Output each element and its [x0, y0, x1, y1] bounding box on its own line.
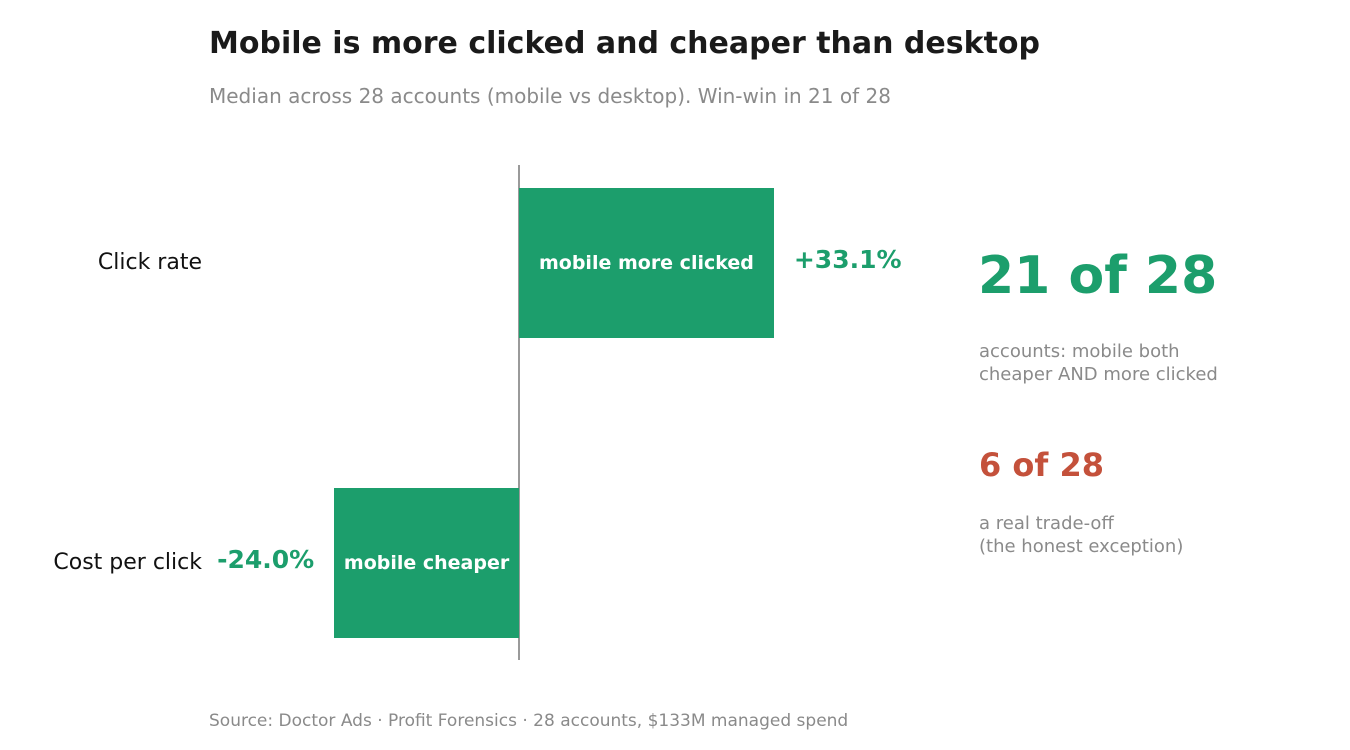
tradeoff-description: a real trade-off (the honest exception)	[979, 512, 1183, 558]
zero-axis-line	[518, 165, 520, 660]
tradeoff-description-line1: a real trade-off	[979, 513, 1114, 534]
chart-title: Mobile is more clicked and cheaper than …	[209, 26, 1040, 61]
bar-inner-label: mobile cheaper	[343, 552, 510, 574]
bar: mobile more clicked	[519, 188, 774, 338]
tradeoff-description-line2: (the honest exception)	[979, 536, 1184, 557]
category-label: Cost per click	[53, 550, 202, 575]
category-label: Click rate	[97, 250, 202, 275]
bar-inner-label: mobile more clicked	[538, 252, 754, 274]
bar: mobile cheaper	[334, 488, 519, 638]
winwin-description: accounts: mobile both cheaper AND more c…	[979, 340, 1218, 386]
bar-value-label: -24.0%	[217, 545, 315, 574]
winwin-description-line1: accounts: mobile both	[979, 341, 1180, 362]
source-note: Source: Doctor Ads · Profit Forensics · …	[209, 711, 849, 731]
chart-subtitle: Median across 28 accounts (mobile vs des…	[209, 84, 891, 108]
winwin-count: 21 of 28	[978, 246, 1218, 306]
winwin-description-line2: cheaper AND more clicked	[979, 364, 1218, 385]
tradeoff-count: 6 of 28	[979, 446, 1104, 484]
bar-value-label: +33.1%	[793, 245, 902, 274]
